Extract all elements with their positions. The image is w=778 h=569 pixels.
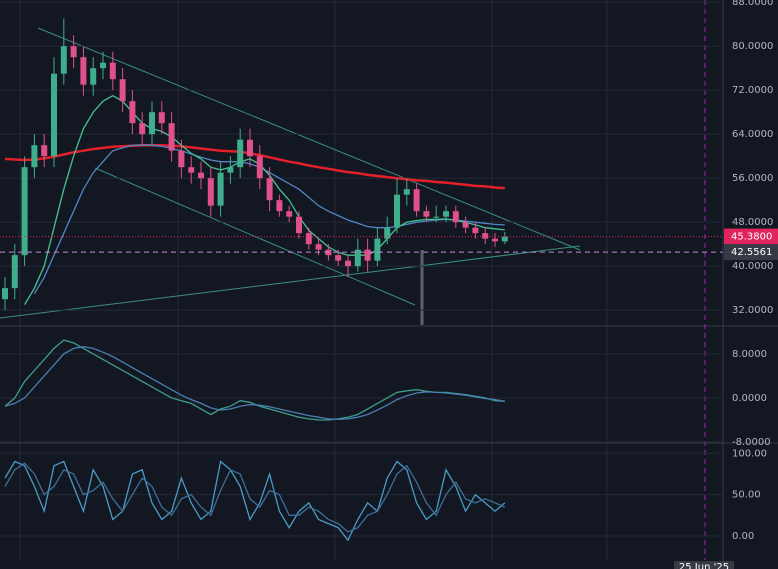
- candle-body: [51, 73, 57, 157]
- candle-body: [217, 172, 224, 206]
- candle-body: [335, 255, 342, 261]
- candle-body: [109, 62, 116, 80]
- y-tick-label: 0.00: [732, 531, 754, 542]
- series-line: [4, 460, 506, 542]
- candle-body: [501, 236, 508, 242]
- y-tick-label: -8.0000: [732, 437, 771, 448]
- candle-body: [443, 211, 449, 217]
- candle-body: [227, 167, 234, 173]
- candle-body: [129, 101, 136, 124]
- candle-body: [472, 227, 479, 234]
- series-line: [4, 143, 505, 190]
- candle-body: [11, 255, 18, 289]
- y-tick-label: 48.0000: [732, 217, 773, 228]
- candle-body: [345, 260, 351, 267]
- candle-body: [305, 233, 312, 245]
- candle-body: [394, 194, 400, 228]
- y-tick-label: 50.00: [732, 490, 761, 501]
- y-tick-label: 40.0000: [732, 261, 773, 272]
- y-tick-label: 100.00: [732, 448, 767, 459]
- crosshair-price-box: [724, 244, 778, 261]
- candle-body: [364, 249, 371, 261]
- candle-body: [207, 178, 214, 206]
- y-tick-label: 80.0000: [732, 41, 773, 52]
- candle-body: [90, 68, 97, 85]
- candle-body: [354, 249, 361, 267]
- y-tick-label: 88.0000: [732, 0, 773, 8]
- candle-body: [256, 156, 263, 179]
- last-price-box: [724, 228, 778, 245]
- candle-body: [266, 178, 273, 201]
- candle-body: [433, 216, 440, 218]
- candle-body: [296, 216, 302, 234]
- candle-body: [31, 145, 38, 168]
- candle-body: [70, 46, 77, 58]
- candle-body: [237, 139, 244, 168]
- candle-body: [384, 227, 391, 239]
- candle-body: [139, 123, 146, 135]
- y-tick-label: 32.0000: [732, 305, 773, 316]
- last-price-label: 45.3800: [731, 232, 772, 243]
- candle-body: [482, 233, 489, 239]
- candle-body: [374, 238, 381, 261]
- crosshair-date-box: [674, 561, 734, 569]
- y-tick-label: 8.0000: [732, 349, 767, 360]
- candle-body: [80, 57, 87, 85]
- candle-body: [198, 172, 204, 179]
- candle-body: [286, 211, 293, 217]
- candle-body: [149, 112, 155, 135]
- series-line: [4, 462, 506, 533]
- y-tick-label: 56.0000: [732, 173, 773, 184]
- candle-body: [403, 189, 410, 195]
- candle-body: [178, 150, 185, 168]
- candle-body: [413, 189, 420, 212]
- candle-body: [462, 222, 469, 228]
- candle-body: [158, 112, 165, 124]
- candle-body: [188, 167, 195, 173]
- y-tick-label: 0.0000: [732, 393, 767, 404]
- candle-body: [315, 244, 322, 250]
- crosshair-price-label: 42.5561: [731, 247, 772, 258]
- candle-body: [119, 79, 126, 102]
- y-tick-label: 64.0000: [732, 129, 773, 140]
- trend-line: [37, 27, 581, 251]
- trend-lines: [0, 27, 581, 325]
- candle-body: [60, 46, 67, 74]
- candle-body: [21, 167, 28, 256]
- candle-body: [2, 288, 8, 300]
- candle-body: [452, 211, 459, 223]
- candle-body: [423, 211, 430, 217]
- y-tick-label: 72.0000: [732, 85, 773, 96]
- candle-body: [492, 238, 498, 242]
- candle-body: [276, 200, 283, 212]
- crosshair-date-label: 25 Jun '25: [679, 562, 729, 569]
- candle-body: [247, 139, 253, 157]
- series-line: [24, 94, 505, 306]
- candle-body: [168, 123, 175, 151]
- candle-body: [100, 62, 106, 69]
- series-line: [4, 346, 505, 421]
- candle-body: [41, 145, 48, 157]
- trend-line: [0, 245, 581, 319]
